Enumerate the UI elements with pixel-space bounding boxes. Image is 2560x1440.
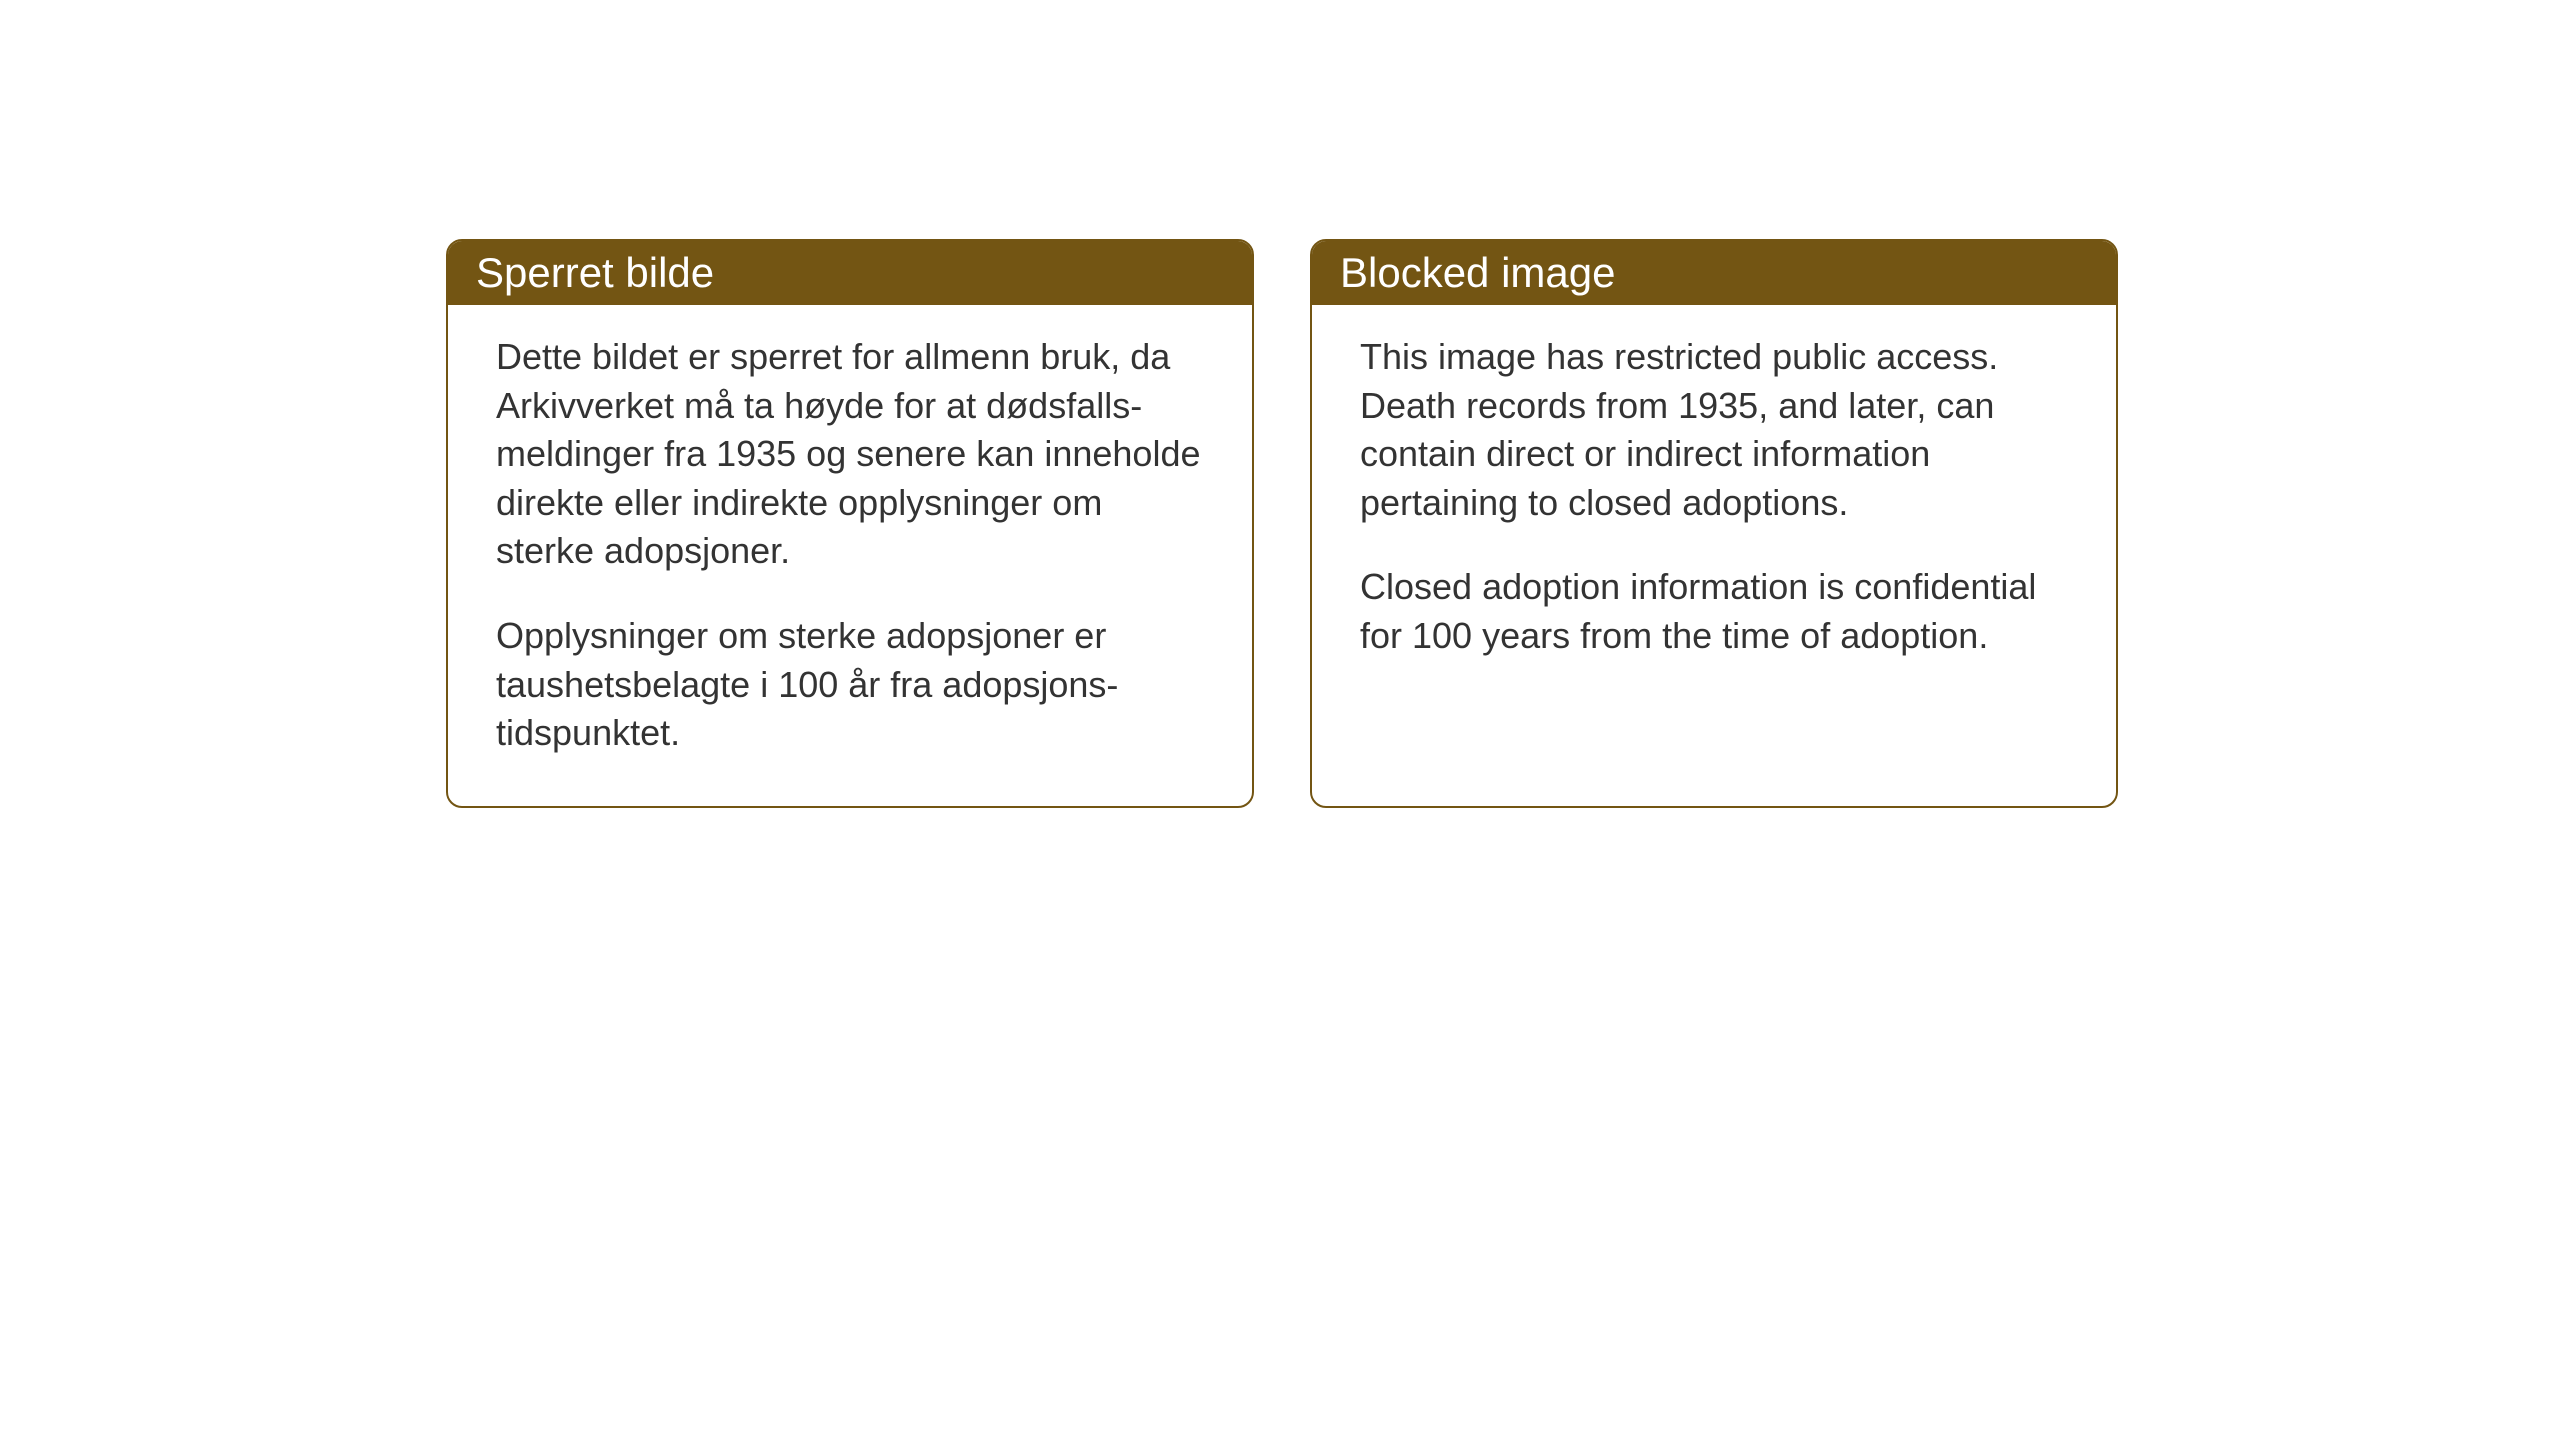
card-body-norwegian: Dette bildet er sperret for allmenn bruk… — [448, 305, 1252, 806]
card-paragraph-english-2: Closed adoption information is confident… — [1360, 563, 2068, 660]
card-body-english: This image has restricted public access.… — [1312, 305, 2116, 709]
card-paragraph-norwegian-2: Opplysninger om sterke adopsjoner er tau… — [496, 612, 1204, 758]
notice-container: Sperret bilde Dette bildet er sperret fo… — [446, 239, 2118, 808]
card-header-english: Blocked image — [1312, 241, 2116, 305]
card-paragraph-english-1: This image has restricted public access.… — [1360, 333, 2068, 527]
notice-card-norwegian: Sperret bilde Dette bildet er sperret fo… — [446, 239, 1254, 808]
card-title-norwegian: Sperret bilde — [476, 249, 714, 296]
notice-card-english: Blocked image This image has restricted … — [1310, 239, 2118, 808]
card-paragraph-norwegian-1: Dette bildet er sperret for allmenn bruk… — [496, 333, 1204, 576]
card-title-english: Blocked image — [1340, 249, 1615, 296]
card-header-norwegian: Sperret bilde — [448, 241, 1252, 305]
